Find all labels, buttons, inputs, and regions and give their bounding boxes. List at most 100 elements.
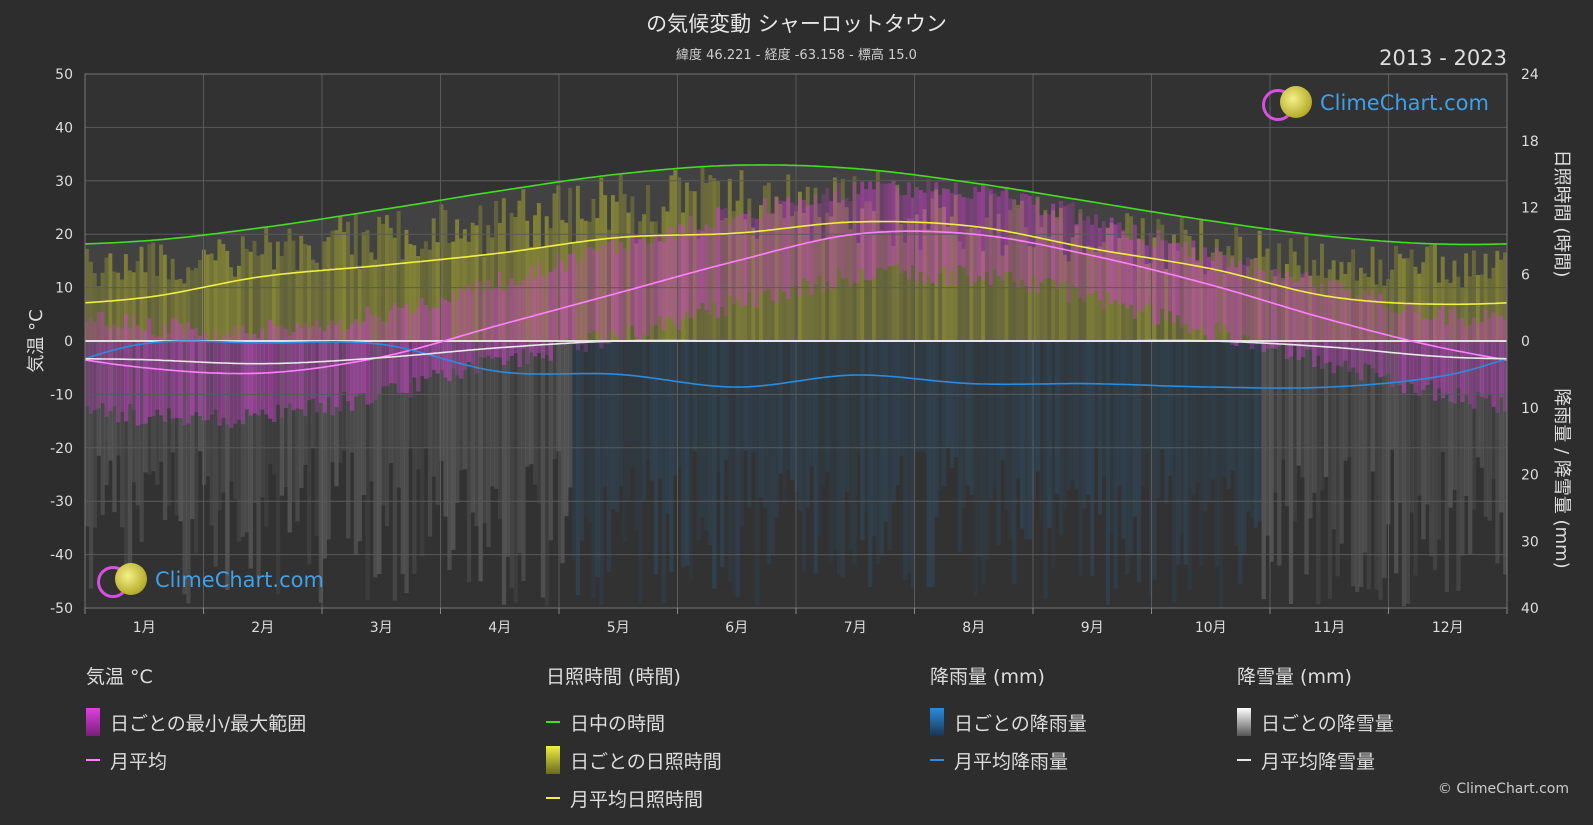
sunshine-bar [957, 241, 962, 341]
temp-range-bar [443, 300, 448, 378]
sunshine-bar [1004, 244, 1009, 341]
rain-bar [638, 341, 643, 603]
rain-bar [727, 341, 733, 582]
rain-bar [1062, 341, 1068, 509]
sunshine-bar [268, 242, 273, 341]
snow-bar [108, 341, 113, 461]
sunshine-bar [887, 231, 892, 341]
sunshine-bar [127, 270, 133, 341]
sunshine-bar [310, 259, 316, 341]
daylight-bar [856, 168, 861, 341]
temp-range-bar [497, 271, 503, 358]
sunshine-bar [618, 174, 624, 341]
sunshine-bar [131, 272, 137, 341]
sunshine-bar [642, 214, 647, 341]
sunshine-bar [151, 242, 156, 341]
temp-range-bar [957, 194, 962, 266]
snow-bar [264, 341, 269, 527]
snow-bar [1358, 341, 1364, 587]
sunshine-bar [973, 227, 978, 341]
daylight-line [85, 164, 1507, 246]
sunshine-bar [1277, 243, 1282, 341]
temp-range-bar [365, 306, 370, 405]
snow-bar [1331, 341, 1336, 530]
temp-range-bar [1397, 315, 1403, 386]
sunshine-bar [1495, 250, 1500, 341]
temp-range-bar [400, 307, 405, 393]
legend-item: 日ごとの降雨量 [930, 703, 1087, 741]
temp-range-bar [1273, 269, 1278, 349]
daylight-bar [778, 165, 783, 341]
daylight-bar [688, 167, 694, 341]
daylight-bar [1253, 227, 1259, 341]
snow-bar [470, 341, 475, 513]
temp-range-bar [1362, 290, 1368, 364]
snow-bar [501, 341, 507, 605]
daylight-bar [120, 242, 125, 341]
temp-range-bar [470, 291, 475, 365]
snow-bar [462, 341, 468, 470]
sunshine-bar [864, 201, 869, 341]
temp-range-bar [716, 207, 721, 318]
rain-bar [579, 341, 585, 541]
sunshine-bar [361, 232, 366, 341]
rain-bar [739, 341, 744, 527]
temp-range-bar [723, 207, 729, 317]
rain-bar [622, 341, 627, 543]
sunshine-bar [1199, 220, 1204, 341]
logo-bottom[interactable]: ClimeChart.com [97, 563, 324, 598]
snow-bar [256, 341, 261, 579]
rain-bar [599, 341, 604, 605]
sunshine-bar [1156, 219, 1161, 341]
temp-range-bar [1468, 324, 1473, 405]
temp-range-bar [1479, 321, 1485, 397]
temp-range-bar [1378, 293, 1383, 378]
daylight-bar [427, 201, 433, 341]
snow-bar [1452, 341, 1457, 490]
temp-range-bar [135, 325, 140, 426]
range-swatch [86, 708, 100, 736]
daylight-bar [1394, 241, 1399, 341]
snow-bar [1366, 341, 1372, 590]
rain-bar [852, 341, 857, 565]
snow-bar [540, 341, 546, 598]
sunshine-bar [704, 182, 709, 341]
right-tick-label: 30 [1521, 534, 1539, 550]
daylight-bar [1035, 192, 1040, 341]
snow-bar [182, 341, 187, 595]
daylight-bar [903, 173, 908, 341]
rain-bar [712, 341, 717, 589]
sunshine-bar [408, 244, 413, 341]
daylight-bar [1218, 222, 1223, 341]
sunshine-bar [790, 216, 795, 341]
sunshine-bar [291, 240, 296, 341]
snow-bar [564, 341, 569, 517]
daylight-bar [1323, 236, 1329, 341]
rain-bar [681, 341, 686, 568]
temp-range-bar [233, 326, 238, 424]
daylight-bar [1055, 196, 1060, 341]
chart-title: の気候変動 シャーロットタウン [646, 12, 947, 36]
sunshine-bar [1374, 284, 1379, 341]
temp-range-bar [879, 183, 885, 268]
snow-bar [233, 341, 238, 500]
temp-range-bar [1023, 193, 1029, 287]
temp-range-bar [1390, 312, 1395, 388]
temp-range-bar [844, 198, 849, 278]
rain-bar [696, 341, 701, 540]
daylight-bar [844, 167, 849, 341]
rain-bar [630, 341, 635, 467]
rain-bar [844, 341, 849, 492]
temp-range-bar [755, 218, 760, 308]
sunshine-bar [182, 283, 187, 341]
rain-bar [1168, 341, 1173, 476]
logo-top[interactable]: ClimeChart.com [1262, 86, 1489, 121]
temp-range-bar [170, 318, 176, 419]
chart-subtitle: 緯度 46.221 - 経度 -63.158 - 標高 15.0 [676, 48, 917, 63]
temp-range-bar [1171, 242, 1177, 323]
left-tick-label: 40 [55, 120, 73, 136]
rain-bar [988, 341, 994, 500]
sunshine-bar [1066, 261, 1072, 341]
temp-range-bar [591, 248, 596, 331]
rain-bar [899, 341, 904, 456]
